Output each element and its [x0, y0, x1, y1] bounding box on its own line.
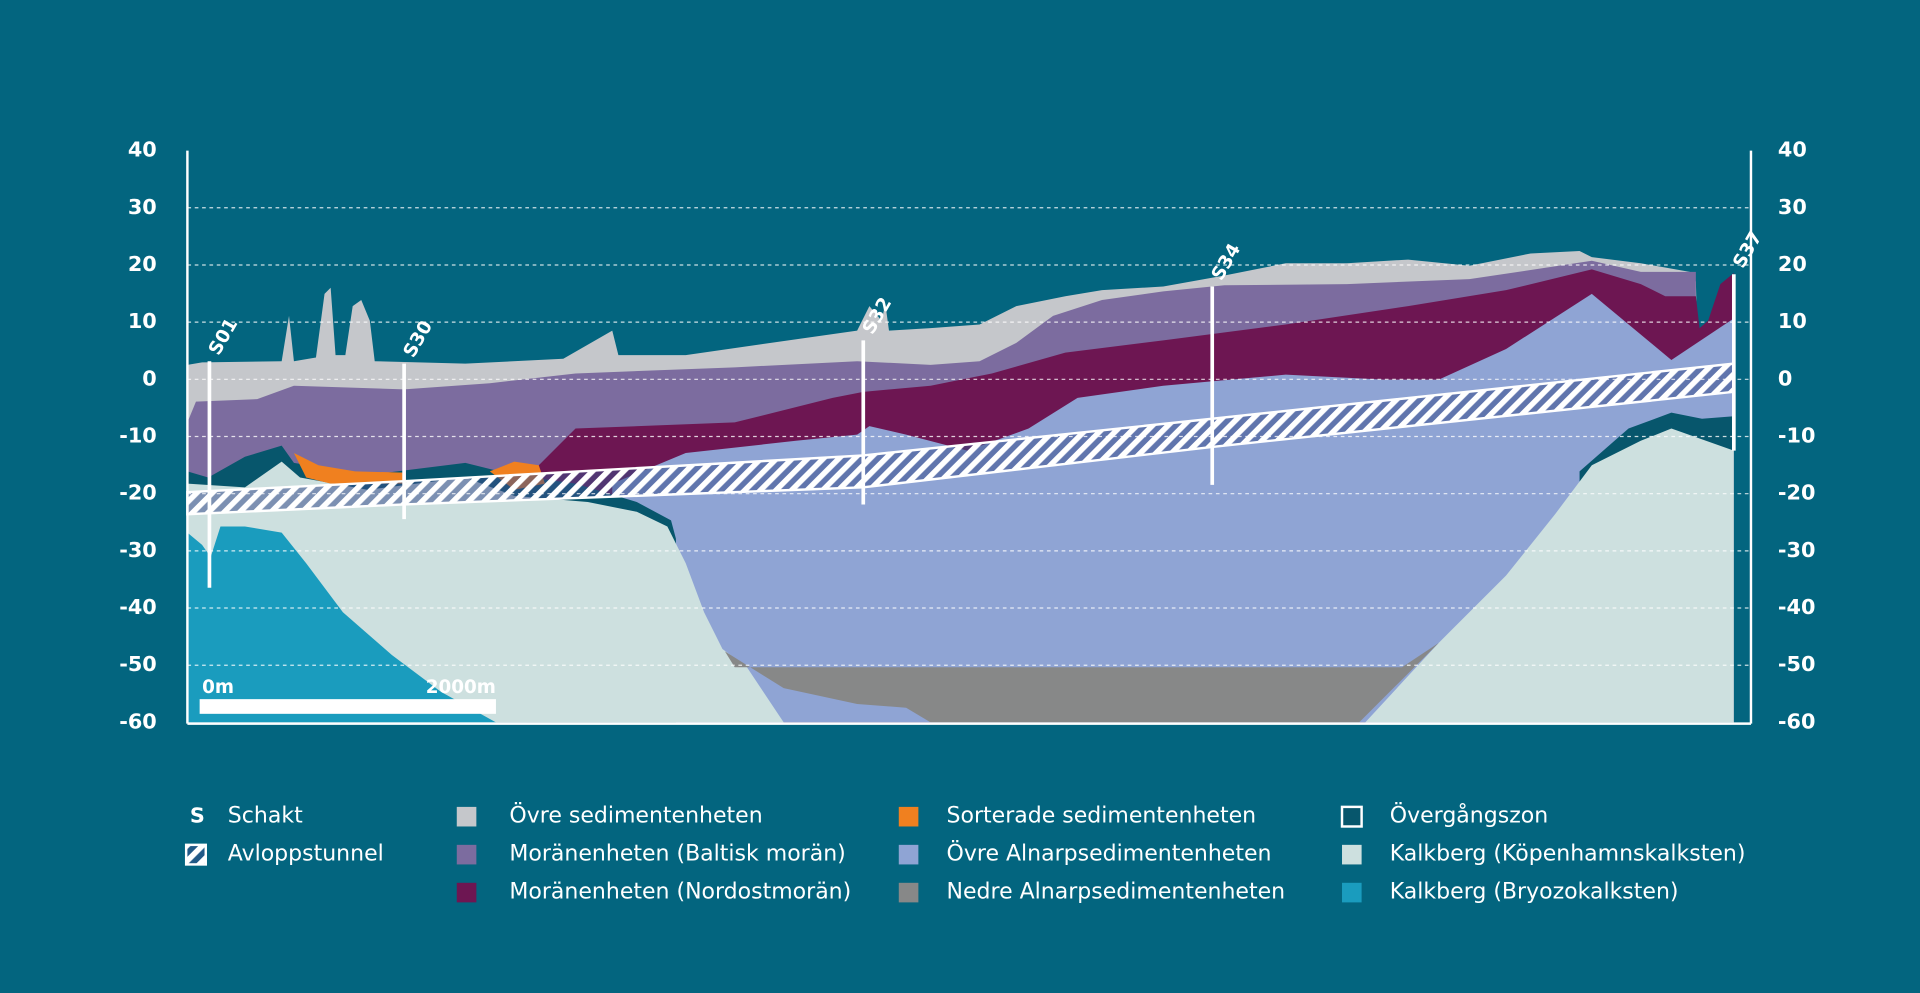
layer-nedre-alnarp — [724, 642, 1439, 723]
y-tick-label-left: -10 — [119, 424, 157, 448]
legend-swatch — [1342, 882, 1362, 903]
y-tick-label-left: 30 — [128, 195, 157, 219]
legend-swatch — [456, 806, 477, 827]
legend-label: Nedre Alnarpsedimentenheten — [947, 880, 1286, 905]
legend-swatch — [456, 882, 477, 903]
shaft-label: S30 — [399, 317, 437, 361]
y-tick-label-right: 20 — [1778, 252, 1807, 276]
shaft-label: S01 — [205, 315, 243, 359]
grid: 40 40 30 30 20 20 10 10 0 0 -10 -10 -20 -20 -30 -30 -40 -… — [119, 138, 1815, 734]
y-tick-label-left: -40 — [119, 595, 157, 619]
y-tick-label-left: -20 — [119, 481, 157, 505]
layer-sorterade-1 — [293, 453, 405, 484]
y-tick-label-right: 40 — [1778, 138, 1807, 162]
y-tick-label-right: -20 — [1778, 481, 1816, 505]
y-tick-label-left: 20 — [128, 252, 157, 276]
y-tick-label-right: -50 — [1778, 652, 1816, 676]
y-tick-label-right: 0 — [1778, 366, 1792, 390]
legend-swatch — [1342, 844, 1362, 865]
y-tick-label-left: -30 — [119, 538, 157, 562]
y-tick-label-right: 30 — [1778, 195, 1807, 219]
legend-label: Schakt — [228, 804, 303, 829]
y-tick-label-right: 10 — [1778, 309, 1807, 333]
legend-label: Kalkberg (Bryozokalksten) — [1390, 880, 1679, 905]
legend-label: Övergångszon — [1390, 803, 1548, 829]
scale-start: 0m — [202, 677, 234, 698]
scale-end: 2000m — [426, 677, 496, 698]
shaft-label: S37 — [1729, 228, 1767, 272]
legend: S Schakt Avloppstunnel Övre sedimentenheten… — [184, 803, 1746, 905]
y-tick-label-left: -50 — [119, 652, 157, 676]
legend-swatch — [898, 882, 919, 903]
y-tick-label-right: -60 — [1778, 709, 1816, 733]
legend-swatch — [898, 806, 919, 827]
y-tick-label-right: -10 — [1778, 424, 1816, 448]
y-tick-label-left: 10 — [128, 309, 157, 333]
y-tick-label-left: -60 — [119, 709, 157, 733]
legend-label: Kalkberg (Köpenhamnskalksten) — [1390, 842, 1746, 867]
legend-label: Sorterade sedimentenheten — [947, 804, 1257, 829]
legend-label: Moränenheten (Baltisk morän) — [509, 842, 845, 867]
legend-label: Övre sedimentenheten — [509, 803, 762, 829]
layer-bryozokalk — [187, 526, 496, 723]
legend-swatch — [1340, 805, 1363, 828]
legend-symbol: S — [190, 804, 205, 828]
y-tick-label-right: -40 — [1778, 595, 1816, 619]
legend-swatch — [898, 844, 919, 865]
legend-label: Avloppstunnel — [228, 842, 384, 867]
layer-kopenhamnskalk-right — [1365, 428, 1734, 723]
y-tick-label-left: 0 — [142, 366, 156, 390]
y-tick-label-right: -30 — [1778, 538, 1816, 562]
legend-swatch — [456, 844, 477, 865]
y-tick-label-left: 40 — [128, 138, 157, 162]
legend-label: Moränenheten (Nordostmorän) — [509, 880, 851, 905]
legend-label: Övre Alnarpsedimentenheten — [947, 841, 1272, 867]
legend-swatch — [184, 843, 207, 866]
scale-bar — [199, 699, 496, 714]
